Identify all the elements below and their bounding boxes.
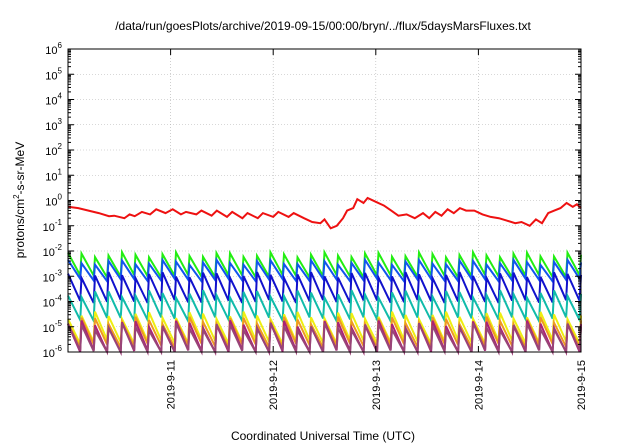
x-tick-label: 2019-9-11 (166, 360, 178, 409)
y-tick-exp: 2 (58, 142, 63, 151)
y-tick-base: 10 (43, 247, 55, 259)
y-tick-label: 100 (45, 193, 62, 209)
y-tick-label: 10-4 (43, 294, 63, 310)
y-tick-exp: 3 (58, 117, 63, 126)
y-tick-base: 10 (43, 348, 55, 360)
series-lines (67, 196, 582, 356)
y-tick-base: 10 (45, 70, 57, 82)
y-label-prefix: protons/cm (13, 199, 27, 258)
series-line-5 (67, 289, 582, 325)
y-tick-label: 102 (45, 142, 62, 158)
y-tick-exp: 1 (58, 167, 63, 176)
y-tick-label: 105 (45, 66, 62, 82)
x-axis-ticks: 2019-9-11 2019-9-12 2019-9-13 2019-9-14 2019… (166, 49, 588, 410)
y-tick-label: 106 (45, 41, 62, 57)
y-tick-exp: -2 (55, 243, 63, 252)
y-tick-exp: 5 (58, 66, 63, 75)
y-tick-base: 10 (43, 323, 55, 335)
x-axis-label: Coordinated Universal Time (UTC) (231, 429, 415, 443)
y-tick-label: 10-2 (43, 243, 63, 259)
y-tick-exp: 6 (58, 41, 63, 50)
y-axis-label: protons/cm2-s-sr-MeV (12, 142, 27, 258)
y-tick-base: 10 (45, 146, 57, 158)
y-axis-ticks: 10-610-510-410-310-210-11001011021031041… (43, 41, 581, 360)
y-tick-base: 10 (43, 298, 55, 310)
y-tick-label: 10-6 (43, 344, 63, 360)
series-line-1 (67, 196, 582, 230)
chart-title: /data/run/goesPlots/archive/2019-09-15/0… (115, 19, 531, 33)
y-tick-exp: -3 (55, 268, 63, 277)
y-tick-label: 101 (45, 167, 62, 183)
y-tick-base: 10 (43, 222, 55, 234)
y-tick-label: 104 (45, 92, 62, 108)
y-tick-exp: -6 (55, 344, 63, 353)
y-tick-exp: -1 (55, 218, 63, 227)
y-label-suffix: -s-sr-MeV (13, 142, 27, 195)
y-tick-label: 10-5 (43, 319, 63, 335)
y-tick-base: 10 (45, 45, 57, 57)
y-tick-exp: 0 (58, 193, 63, 202)
series-line-9 (67, 322, 582, 356)
y-tick-exp: -4 (55, 294, 63, 303)
y-tick-label: 10-1 (43, 218, 63, 234)
x-tick-label: 2019-9-13 (371, 360, 383, 410)
y-tick-label: 103 (45, 117, 62, 133)
x-tick-label: 2019-9-15 (576, 360, 588, 410)
y-tick-base: 10 (45, 96, 57, 108)
y-label-sup: 2 (12, 194, 21, 199)
y-tick-base: 10 (45, 171, 57, 183)
y-tick-base: 10 (43, 272, 55, 284)
x-tick-label: 2019-9-14 (473, 360, 485, 410)
y-tick-exp: 4 (58, 92, 63, 101)
y-tick-exp: -5 (55, 319, 63, 328)
y-tick-base: 10 (45, 197, 57, 209)
x-tick-label: 2019-9-12 (268, 360, 280, 410)
y-tick-label: 10-3 (43, 268, 63, 284)
y-tick-base: 10 (45, 121, 57, 133)
